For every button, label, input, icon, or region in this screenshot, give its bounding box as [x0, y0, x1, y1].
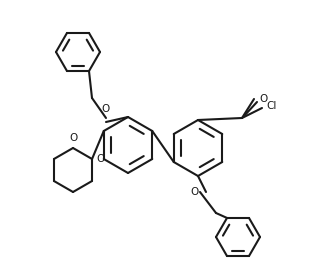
- Text: O: O: [191, 187, 199, 197]
- Text: Cl: Cl: [266, 101, 277, 111]
- Text: O: O: [259, 94, 267, 104]
- Text: O: O: [69, 133, 77, 143]
- Text: O: O: [102, 104, 110, 114]
- Text: O: O: [96, 154, 104, 164]
